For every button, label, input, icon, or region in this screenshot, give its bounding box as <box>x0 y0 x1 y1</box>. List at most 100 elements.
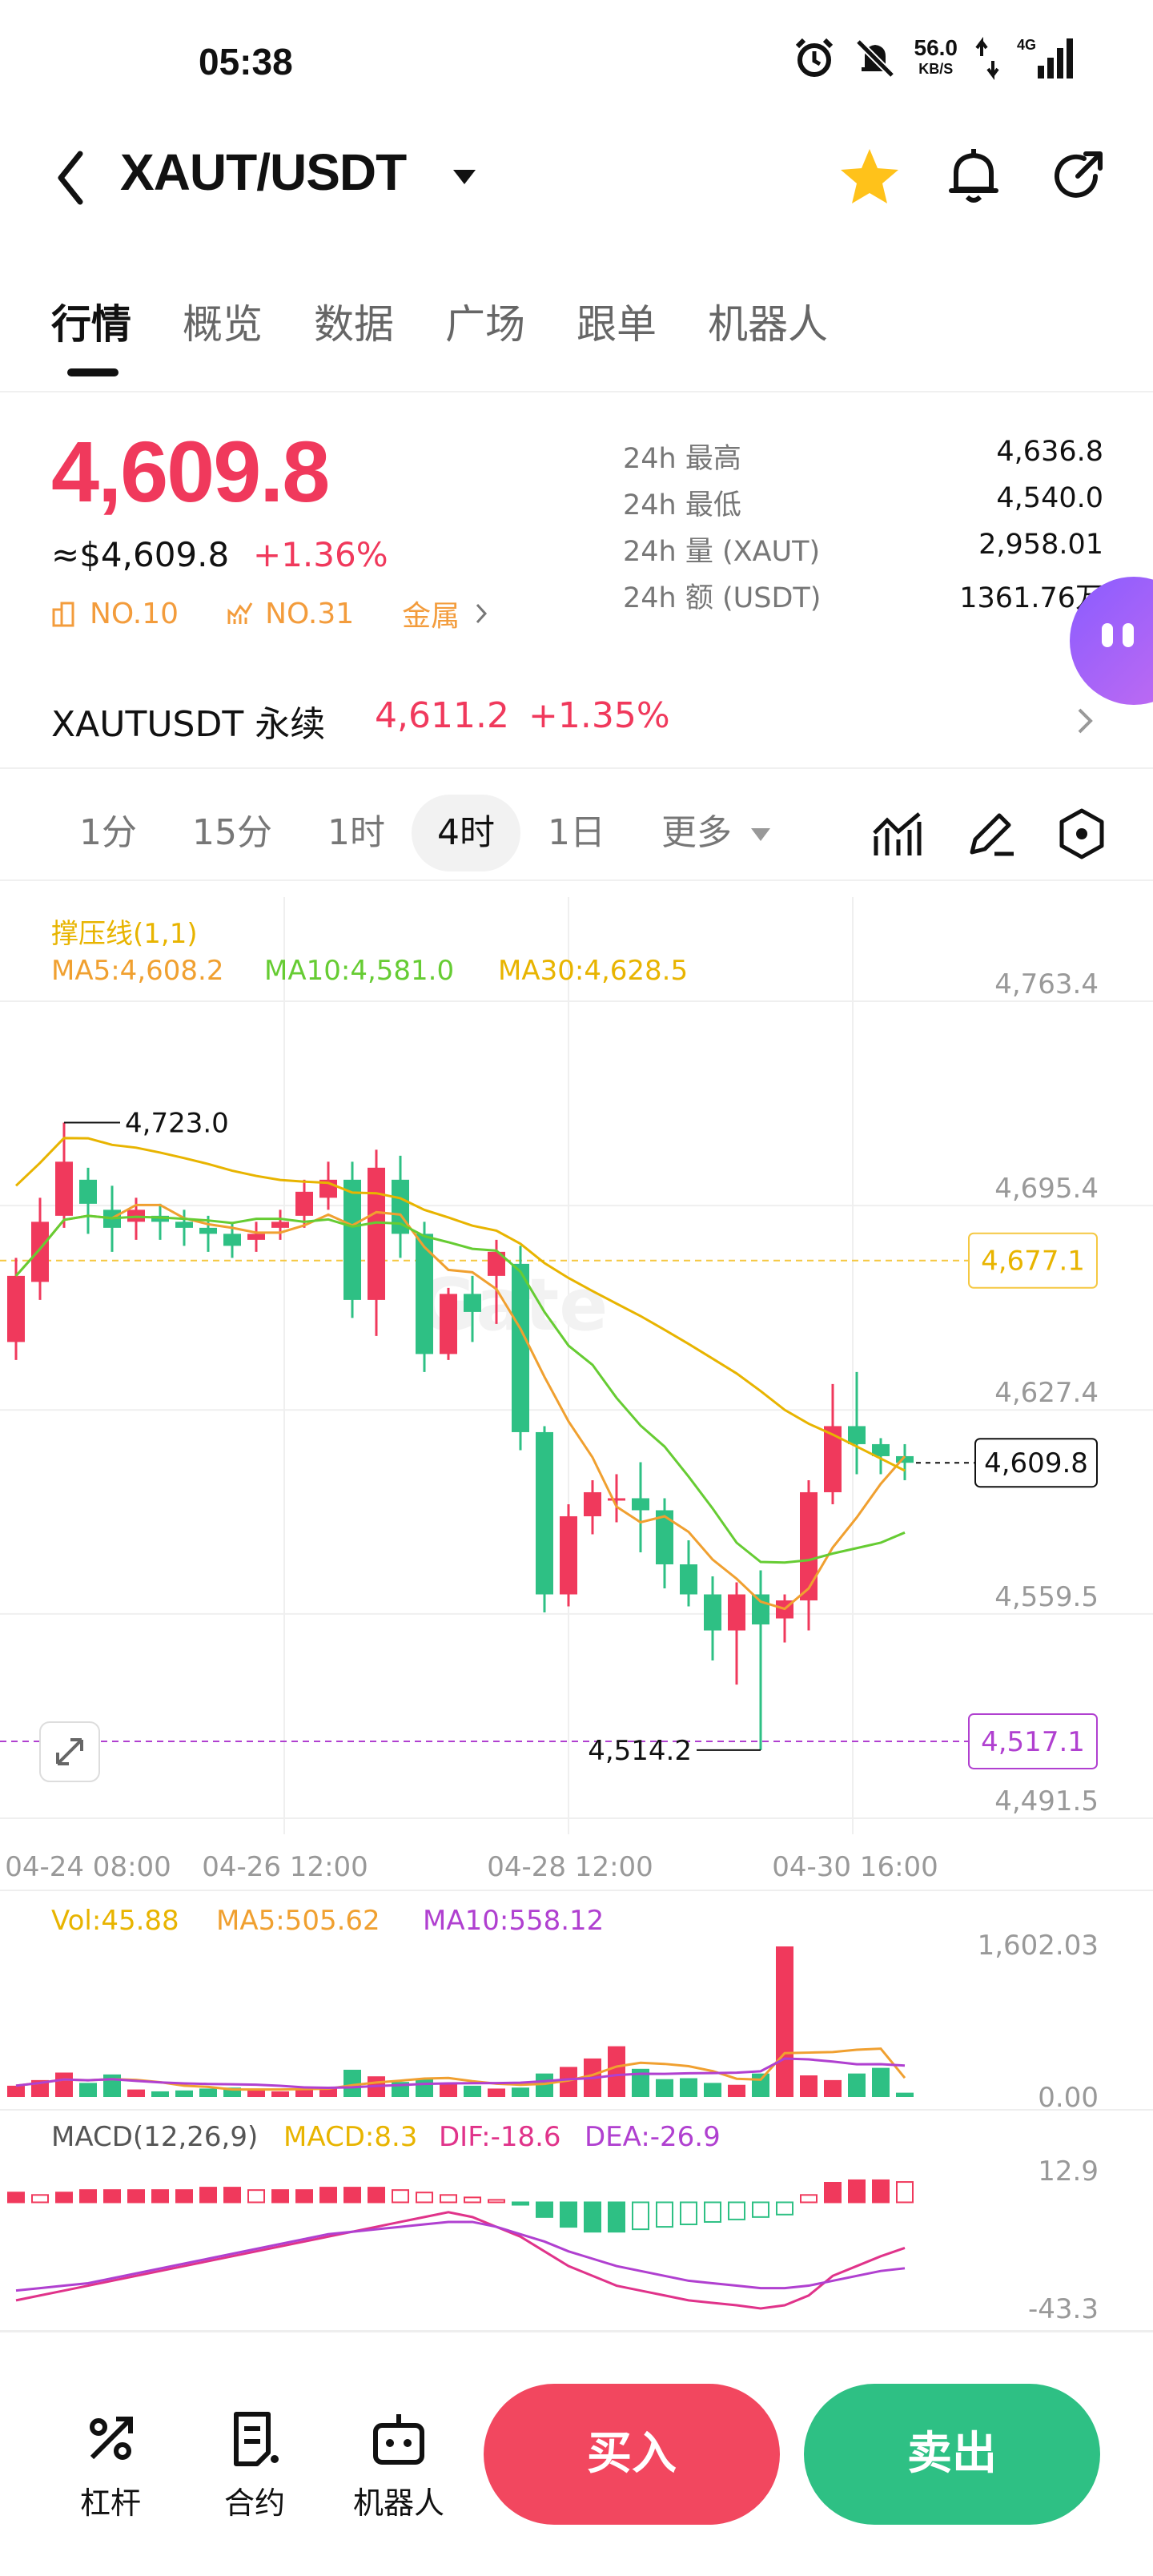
status-bar: 05:38 56.0 KB/S 4G <box>0 0 1153 120</box>
ma5-label: MA5:4,608.2 <box>51 955 224 987</box>
x-tick-label: 04-24 08:00 <box>5 1851 171 1883</box>
category-link[interactable]: 金属 <box>402 593 492 634</box>
interval-15m[interactable]: 15分 <box>192 812 272 853</box>
perp-change: +1.35% <box>528 695 670 736</box>
status-time: 05:38 <box>199 41 293 83</box>
vol-label: Vol:45.88 <box>51 1905 179 1937</box>
macd-bar <box>151 2189 169 2204</box>
candle-body <box>488 1251 505 1276</box>
volume-bar <box>704 2083 721 2097</box>
perpetual-row[interactable]: XAUTUSDT 永续 4,611.2 +1.35% <box>0 681 1153 769</box>
back-icon[interactable] <box>48 146 96 210</box>
candle-body <box>584 1491 601 1516</box>
candle-body <box>728 1594 745 1631</box>
x-tick-label: 04-30 16:00 <box>772 1851 938 1883</box>
volume-bar <box>800 2075 818 2097</box>
interval-1m[interactable]: 1分 <box>79 812 137 853</box>
rank-change[interactable]: NO.31 <box>227 598 354 630</box>
resistance-label: 4,677.1 <box>981 1246 1085 1278</box>
volume-bar <box>199 2088 217 2097</box>
interval-4h[interactable]: 4时 <box>412 795 520 871</box>
rank-row: NO.10 NO.31 金属 <box>51 593 492 634</box>
candle-body <box>55 1161 73 1216</box>
volume-bar <box>55 2072 73 2097</box>
macd-bar <box>896 2181 914 2204</box>
volume-bar <box>656 2079 673 2097</box>
speed-value: 56.0 <box>914 35 958 60</box>
nav-robot[interactable]: 机器人 <box>343 2409 455 2522</box>
support-resistance-label: 撑压线(1,1) <box>51 918 198 950</box>
tab-copy-trade[interactable]: 跟单 <box>576 301 657 348</box>
caret-down-icon[interactable] <box>448 160 480 192</box>
interval-more[interactable]: 更多 <box>661 812 732 853</box>
tab-robot[interactable]: 机器人 <box>708 301 828 348</box>
stats-24h: 24h 最高 4,636.8 24h 最低 4,540.0 24h 量 (XAU… <box>623 436 1103 622</box>
settings-hexagon-icon[interactable] <box>1054 806 1110 862</box>
macd-bar <box>560 2201 577 2228</box>
candle-body <box>368 1167 385 1300</box>
rank-volume[interactable]: NO.10 <box>51 598 179 630</box>
volume-bar <box>271 2091 289 2097</box>
candle-body <box>199 1227 217 1234</box>
pair-title[interactable]: XAUT/USDT <box>120 143 407 201</box>
volume-bar <box>632 2068 649 2097</box>
macd-bar <box>127 2189 145 2204</box>
stat-label: 24h 最高 <box>623 443 741 475</box>
volume-bar <box>752 2073 769 2097</box>
indicator-icon[interactable] <box>870 806 926 862</box>
ma30-label: MA30:4,628.5 <box>498 955 689 987</box>
leverage-icon <box>90 2417 133 2460</box>
sell-button[interactable]: 卖出 <box>804 2384 1100 2525</box>
candle-body <box>680 1564 697 1595</box>
resistance-tag <box>968 1232 1098 1289</box>
nav-contract[interactable]: 合约 <box>199 2409 311 2522</box>
tab-overview[interactable]: 概览 <box>183 301 263 348</box>
bell-icon[interactable] <box>942 144 1006 208</box>
star-icon[interactable] <box>838 144 902 208</box>
y-tick-label: 4,695.4 <box>994 1173 1099 1205</box>
chart-bars-icon <box>52 602 74 627</box>
candle-body <box>824 1426 842 1492</box>
volume-bar <box>872 2067 890 2097</box>
x-tick-label: 04-28 12:00 <box>487 1851 653 1883</box>
candle-body <box>343 1179 361 1300</box>
y-tick-label: 4,763.4 <box>994 968 1099 1000</box>
stat-value: 4,540.0 <box>996 482 1103 514</box>
buy-button[interactable]: 买入 <box>484 2384 780 2525</box>
macd-bar <box>488 2199 505 2204</box>
candle-body <box>31 1222 49 1282</box>
tab-square[interactable]: 广场 <box>445 301 525 348</box>
x-tick-label: 04-26 12:00 <box>202 1851 368 1883</box>
interval-1d[interactable]: 1日 <box>548 812 605 853</box>
volume-bar <box>343 2069 361 2097</box>
volume-bar <box>728 2084 745 2097</box>
macd-bar <box>728 2201 745 2220</box>
nav-leverage[interactable]: 杠杆 <box>54 2409 167 2522</box>
share-icon[interactable] <box>1046 144 1110 208</box>
candle-body <box>800 1491 818 1601</box>
volume-bar <box>512 2087 529 2097</box>
macd-bar <box>536 2201 553 2218</box>
tab-data[interactable]: 数据 <box>314 301 394 348</box>
ma10-line <box>14 1214 906 1564</box>
macd-bar <box>464 2196 481 2204</box>
kline-chart[interactable]: 4,763.44,695.44,627.44,559.54,491.5Gate4… <box>0 897 1153 2331</box>
candle-body <box>151 1215 169 1222</box>
bell-muted-icon <box>855 38 894 78</box>
volume-bar <box>223 2087 241 2097</box>
low-marker-label: 4,514.2 <box>588 1735 692 1767</box>
usd-price: ≈$4,609.8 <box>51 535 230 574</box>
macd-tick-label: -43.3 <box>1028 2293 1099 2325</box>
volume-bar <box>608 2046 625 2097</box>
tab-market[interactable]: 行情 <box>51 288 131 376</box>
candle-body <box>464 1294 481 1312</box>
candle-body <box>295 1191 313 1216</box>
current-price-label: 4,609.8 <box>984 1447 1088 1479</box>
interval-1h[interactable]: 1时 <box>327 812 385 853</box>
macd-bar <box>776 2201 793 2216</box>
candle-body <box>175 1222 193 1228</box>
draw-pencil-icon[interactable] <box>962 806 1018 862</box>
caret-down-icon[interactable] <box>749 825 772 844</box>
candle-body <box>271 1222 289 1228</box>
macd-tick-label: 12.9 <box>1038 2155 1099 2188</box>
